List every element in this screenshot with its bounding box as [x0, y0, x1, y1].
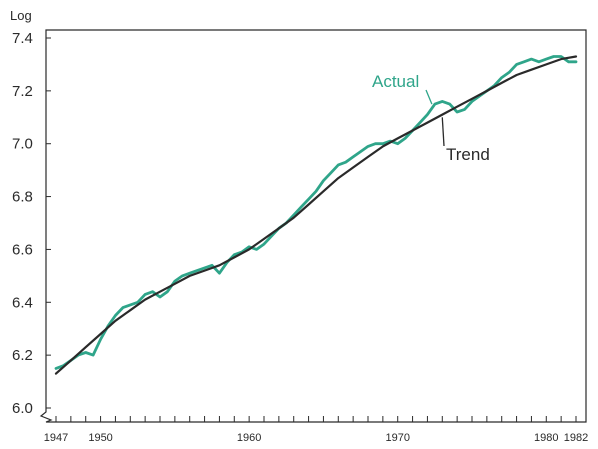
y-tick-label: 6.2	[12, 347, 33, 364]
y-tick-label: 7.4	[12, 30, 33, 47]
series-lines	[54, 55, 578, 375]
plot-frame	[39, 29, 587, 423]
y-ticks: 6.0 6.2 6.4 6.6 6.8 7.0 7.2 7.4	[12, 30, 51, 417]
trend-line	[54, 55, 578, 375]
x-ticks: 1947 1950 1960 1970 1980 1982	[44, 416, 588, 444]
actual-annotation-label: Actual	[372, 72, 419, 91]
actual-annotation-leader	[425, 89, 433, 105]
y-tick-label: 6.0	[12, 400, 33, 417]
x-tick-label: 1950	[88, 432, 112, 444]
trend-annotation-label: Trend	[446, 145, 490, 164]
x-tick-label: 1960	[237, 432, 261, 444]
x-tick-label: 1970	[385, 432, 409, 444]
y-tick-label: 6.4	[12, 294, 33, 311]
annotations: Actual Trend	[372, 72, 490, 164]
y-tick-label: 7.2	[12, 83, 33, 100]
x-tick-label: 1980	[534, 432, 558, 444]
y-tick-label: 7.0	[12, 136, 33, 153]
x-tick-label: 1982	[564, 432, 588, 444]
trend-annotation-leader	[441, 117, 445, 147]
axes	[39, 29, 587, 423]
actual-line	[54, 55, 578, 370]
y-tick-label: 6.6	[12, 241, 33, 258]
x-tick-label: 1947	[44, 432, 68, 444]
y-tick-label: 6.8	[12, 189, 33, 206]
y-axis-unit-label: Log	[10, 8, 32, 23]
